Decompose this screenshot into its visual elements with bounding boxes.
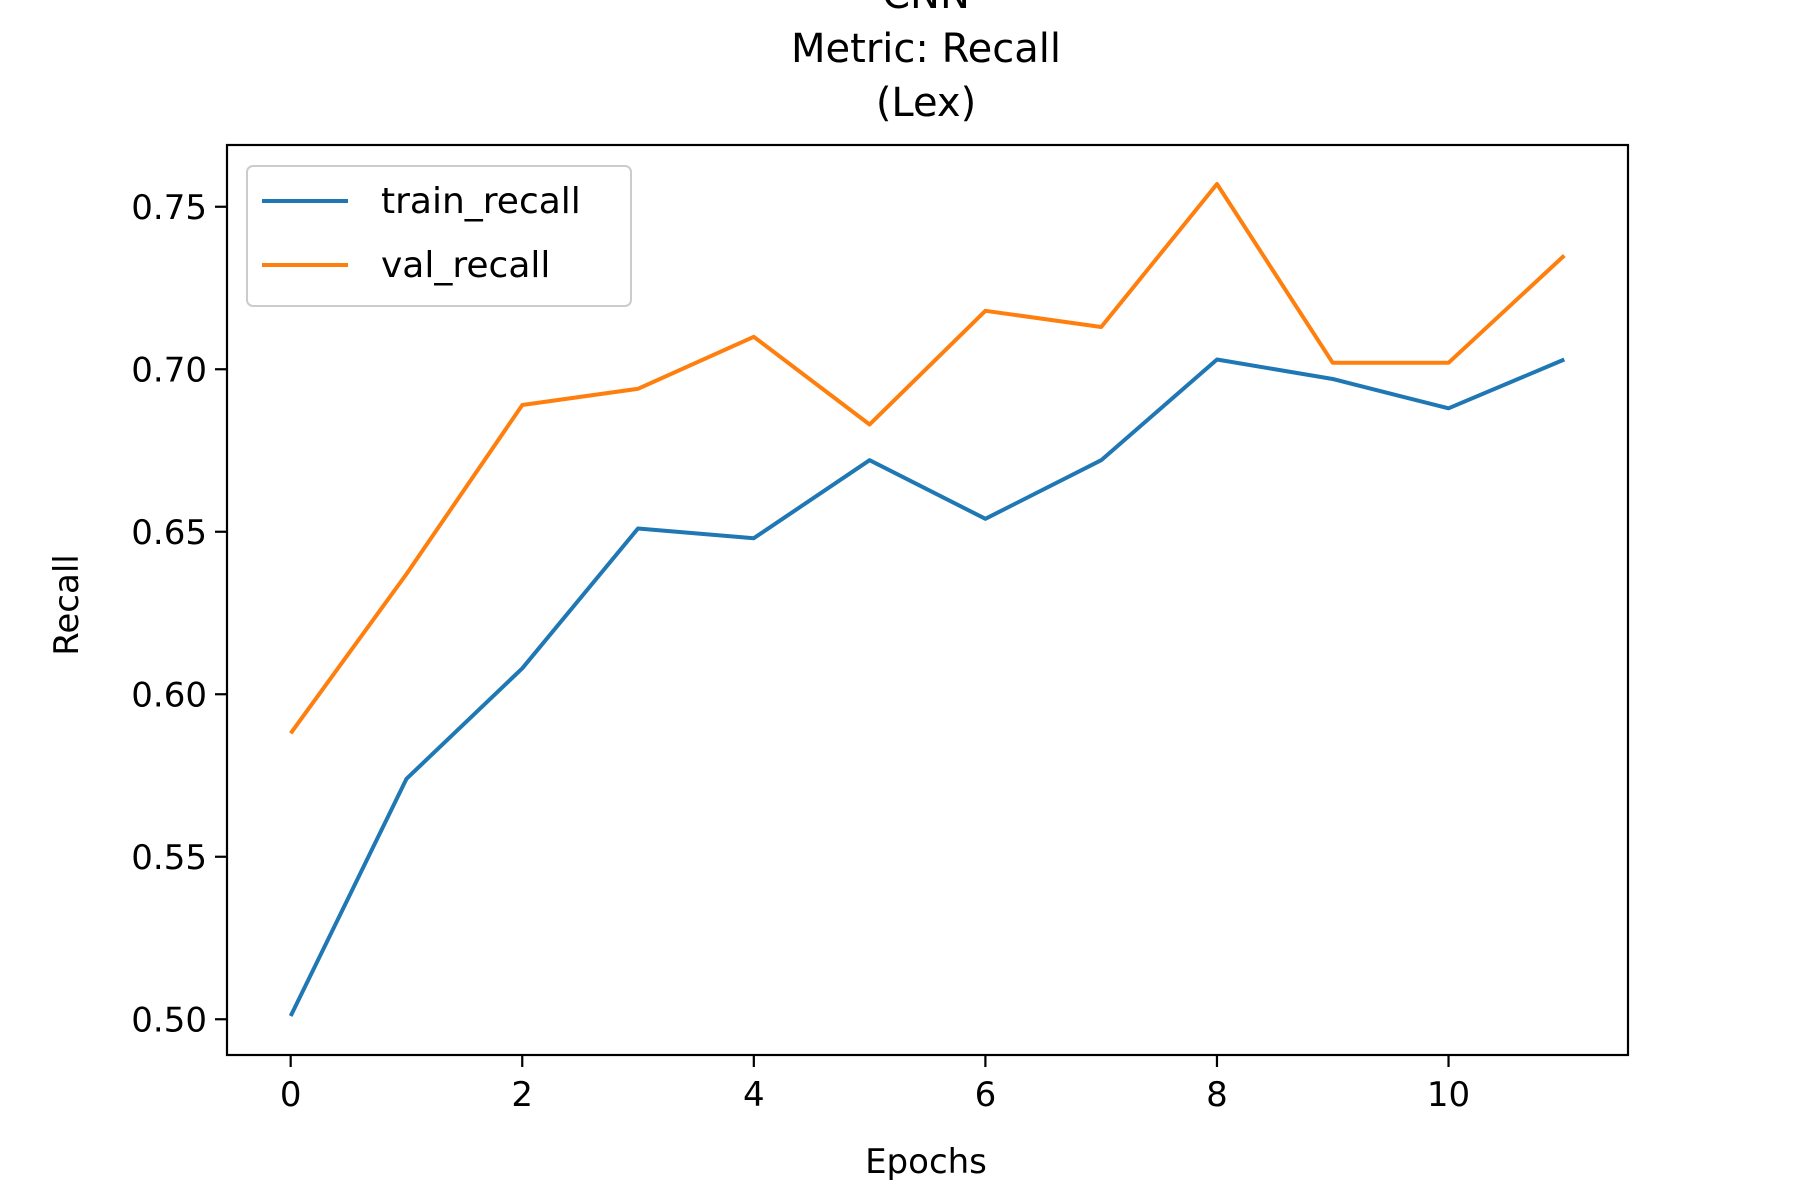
chart-title-line-2: Metric: Recall (791, 26, 1061, 72)
legend-label-train-recall: train_recall (381, 181, 581, 222)
chart-title-line-1: CNN (882, 0, 970, 18)
x-tick-label: 8 (1206, 1075, 1228, 1115)
x-axis-label: Epochs (865, 1142, 987, 1182)
axes-frame (225, 143, 1630, 1057)
x-tick-label: 2 (511, 1075, 533, 1115)
axis-ticks: 0 2 4 6 8 10 0.50 0.55 0.60 0.65 0.70 0.75 (131, 188, 1470, 1115)
y-axis-label: Recall (47, 554, 87, 655)
y-tick-label: 0.75 (131, 188, 207, 228)
legend-label-val-recall: val_recall (381, 245, 550, 286)
chart-title-line-3: (Lex) (876, 80, 976, 126)
y-tick-label: 0.55 (131, 838, 207, 878)
x-tick-label: 4 (743, 1075, 765, 1115)
series-line-train-recall (288, 357, 1566, 1017)
y-tick-label: 0.65 (131, 513, 207, 553)
y-tick-label: 0.60 (131, 675, 207, 715)
series-line-val-recall (289, 182, 1566, 735)
series-lines (288, 182, 1566, 1017)
legend: train_recall val_recall (246, 165, 632, 307)
y-tick-label: 0.70 (131, 350, 207, 390)
x-tick-label: 6 (975, 1075, 997, 1115)
x-tick-label: 0 (280, 1075, 302, 1115)
x-tick-label: 10 (1427, 1075, 1470, 1115)
y-tick-label: 0.50 (131, 1000, 207, 1040)
